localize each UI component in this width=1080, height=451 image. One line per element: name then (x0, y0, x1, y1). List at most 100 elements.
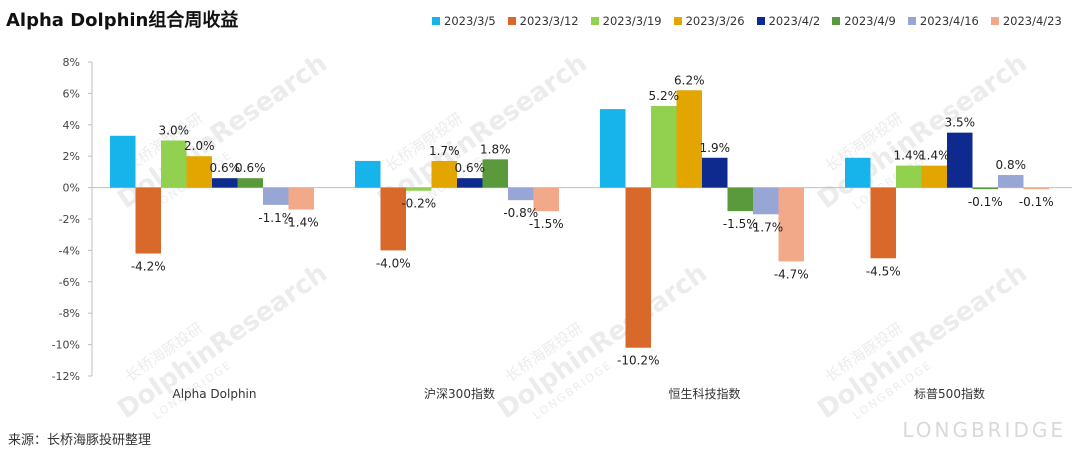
bar (998, 175, 1024, 188)
watermark-brand: LONGBRIDGE (902, 418, 1066, 442)
data-label: 1.4% (894, 149, 925, 163)
data-label: -1.5% (529, 217, 564, 231)
x-category-label: 恒生科技指数 (668, 386, 740, 401)
y-tick-label: 8% (63, 56, 80, 69)
data-label: -1.4% (284, 216, 319, 230)
legend-swatch (507, 17, 516, 25)
bar (651, 105, 677, 188)
bar (431, 160, 457, 188)
legend-label: 2023/3/19 (602, 14, 662, 28)
x-category-label: 标普500指数 (914, 386, 985, 401)
legend-label: 2023/3/12 (519, 14, 579, 28)
legend-item: 2023/3/19 (590, 14, 662, 28)
legend-item: 2023/4/2 (756, 14, 821, 28)
data-label: -1.7% (748, 220, 783, 234)
bar (600, 109, 626, 188)
x-axis-categories: Alpha Dolphin 沪深300指数 恒生科技指数 标普500指数 (172, 386, 984, 401)
bar (482, 159, 508, 188)
legend-item: 2023/4/9 (832, 14, 896, 28)
bar (1023, 187, 1049, 190)
data-label: -0.2% (401, 197, 436, 211)
data-label: 1.4% (919, 149, 950, 163)
legend-item: 2023/3/12 (507, 14, 579, 28)
data-label: -4.5% (866, 264, 901, 278)
data-label: -1.1% (258, 211, 293, 225)
bar (161, 140, 187, 188)
data-label: 0.6% (210, 161, 241, 175)
data-label: 1.9% (700, 141, 731, 155)
x-category-label: 沪深300指数 (424, 386, 495, 401)
y-tick-label: 2% (63, 150, 80, 163)
y-tick-label: 4% (63, 119, 80, 132)
y-tick-label: -8% (59, 307, 80, 320)
legend-item: 2023/3/26 (673, 14, 745, 28)
legend-swatch (907, 17, 916, 25)
x-category-label: Alpha Dolphin (172, 387, 256, 401)
data-label: 0.8% (996, 158, 1027, 172)
bar (972, 187, 998, 190)
bar (355, 160, 381, 188)
bar (753, 187, 779, 215)
bar (406, 187, 432, 191)
legend-swatch (673, 17, 682, 25)
data-label: -4.2% (131, 260, 166, 274)
legend-item: 2023/4/23 (990, 14, 1062, 28)
legend-swatch (832, 17, 841, 25)
bar (263, 187, 289, 205)
data-labels: -4.2%3.0%2.0%0.6%0.6%-1.1%-1.4%-4.0%-0.2… (131, 73, 1054, 367)
legend-label: 2023/4/23 (1002, 14, 1062, 28)
bar (896, 165, 922, 188)
legend-label: 2023/4/9 (844, 14, 896, 28)
chart-title: Alpha Dolphin组合周收益 (6, 10, 239, 31)
bar (702, 157, 728, 188)
legend-swatch (756, 17, 765, 25)
legend-label: 2023/3/5 (444, 14, 496, 28)
bar (212, 178, 238, 188)
legend-label: 2023/4/2 (768, 14, 821, 28)
data-label: -10.2% (617, 354, 659, 368)
data-label: -4.7% (774, 267, 809, 281)
data-label: -0.1% (1019, 195, 1054, 209)
bar (110, 135, 136, 188)
y-tick-label: 0% (63, 182, 80, 195)
data-label: 3.5% (945, 116, 976, 130)
bar (186, 156, 212, 188)
legend-label: 2023/4/16 (919, 14, 979, 28)
bar (625, 187, 651, 348)
bar (135, 187, 161, 254)
data-label: 1.8% (480, 142, 511, 156)
legend-swatch (432, 17, 440, 25)
bar (508, 187, 534, 201)
bar (845, 157, 871, 188)
data-label: 0.6% (455, 161, 486, 175)
data-label: -4.0% (376, 256, 411, 270)
y-tick-label: -12% (52, 370, 80, 383)
legend-swatch (590, 17, 599, 25)
y-tick-label: 6% (63, 87, 80, 100)
bar (676, 90, 702, 188)
y-tick-label: -2% (59, 213, 80, 226)
chart-legend: 2023/3/5 2023/3/12 2023/3/19 2023/3/26 2023/… (432, 14, 1074, 28)
bar (533, 187, 559, 212)
legend-swatch (990, 17, 999, 25)
data-label: 2.0% (184, 139, 215, 153)
y-axis: -12% -10% -8% -6% -4% -2% 0% 2% 4% 6% 8% (52, 56, 1072, 383)
data-label: 6.2% (674, 73, 705, 87)
bar (288, 187, 314, 210)
data-label: 1.7% (429, 144, 460, 158)
bar (237, 178, 263, 188)
y-tick-label: -10% (52, 339, 80, 352)
legend-item: 2023/4/16 (907, 14, 979, 28)
legend-label: 2023/3/26 (685, 14, 745, 28)
bar (947, 132, 973, 188)
data-label: -0.8% (503, 206, 538, 220)
bar (727, 187, 753, 212)
bar (380, 187, 406, 251)
watermark-text: DolphinResearch (812, 48, 1032, 215)
bars (110, 90, 1049, 348)
